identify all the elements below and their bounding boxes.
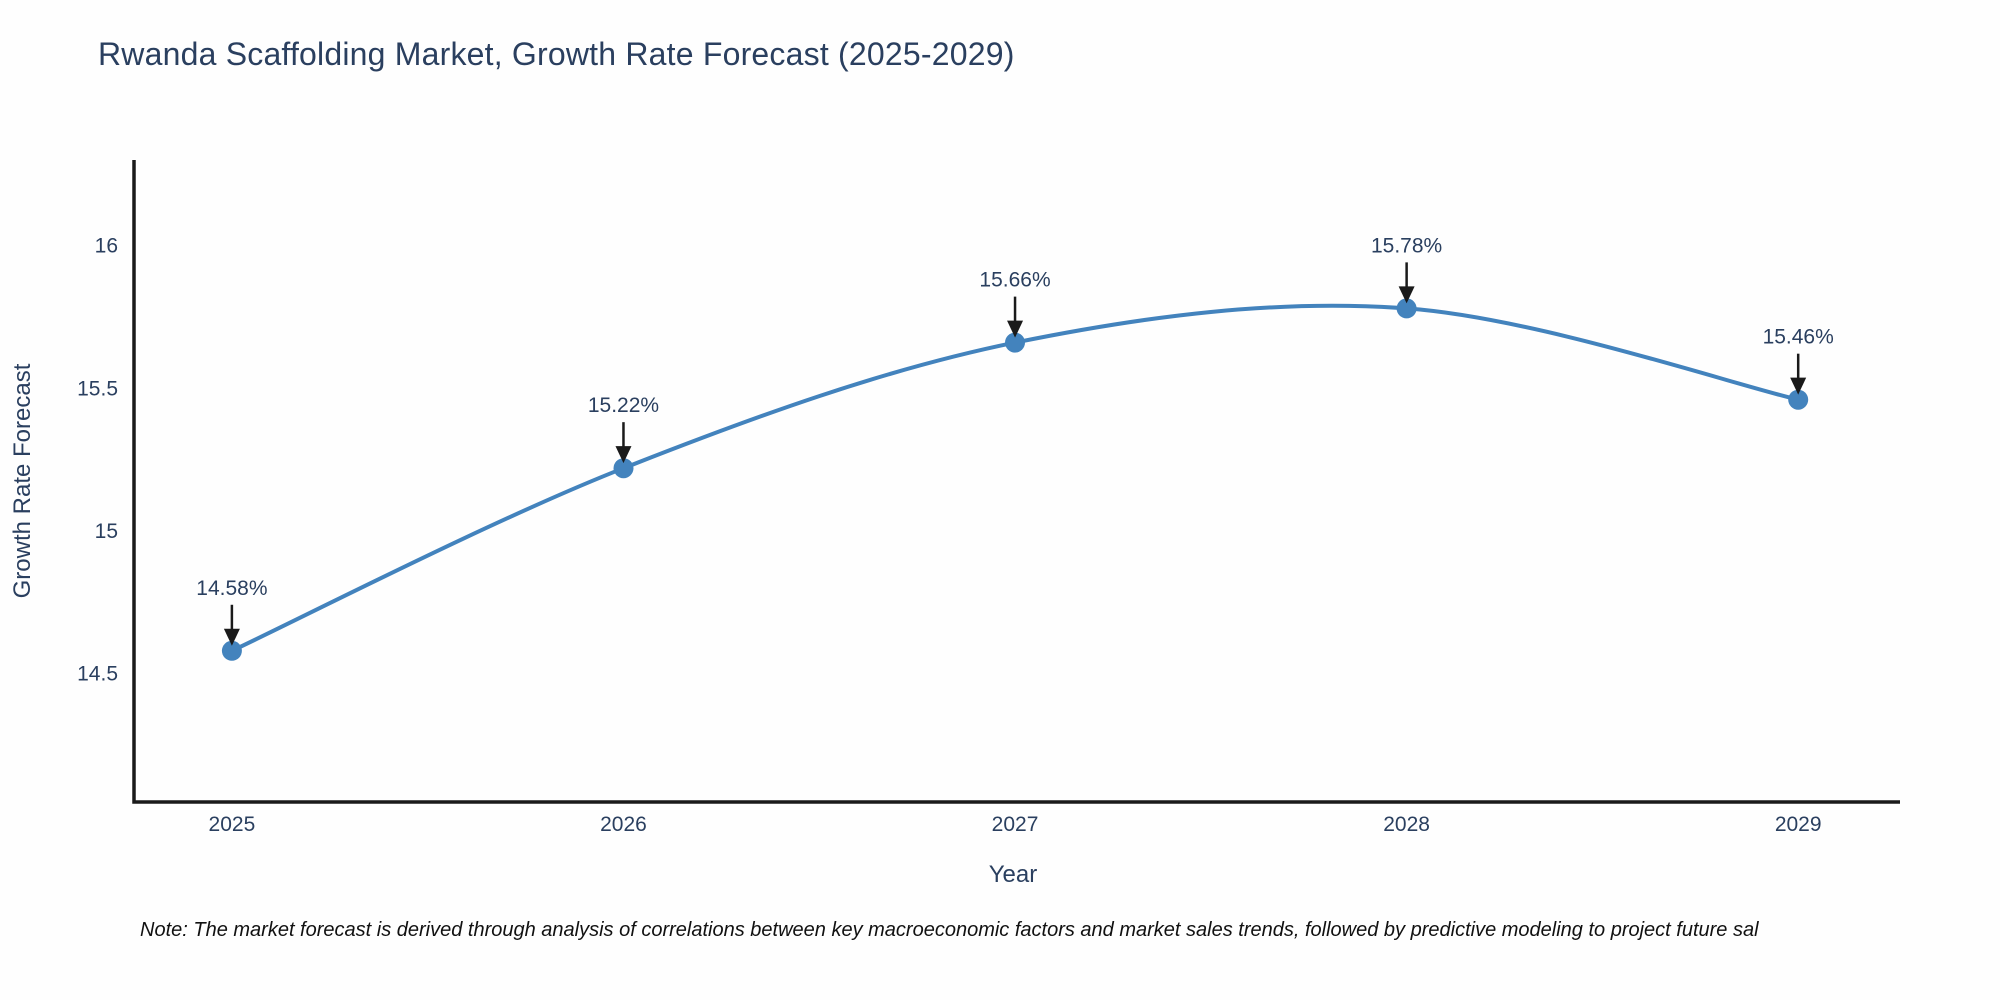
data-point-markers xyxy=(221,298,1809,661)
annotation-arrow-head-icon xyxy=(1790,377,1807,395)
trend-line xyxy=(229,303,1801,653)
x-tick-label: 2025 xyxy=(209,813,256,836)
annotation-label: 15.78% xyxy=(1371,234,1442,257)
footnote: Note: The market forecast is derived thr… xyxy=(140,919,1759,941)
x-axis-ticks: 2025 2026 2027 2028 2029 xyxy=(209,813,1822,836)
point-annotations: 14.58% 15.22% 15.66% 15.78% 15.46% xyxy=(196,234,1834,646)
data-point-2027[interactable] xyxy=(1005,332,1025,353)
y-axis-title: Growth Rate Forecast xyxy=(9,363,36,598)
x-axis-title: Year xyxy=(989,861,1038,888)
x-tick-label: 2029 xyxy=(1775,813,1822,836)
data-point-2026[interactable] xyxy=(613,458,634,479)
x-tick-label: 2028 xyxy=(1383,813,1430,836)
y-tick-label: 15 xyxy=(95,520,118,543)
annotation-arrow-head-icon xyxy=(615,446,632,464)
y-tick-label: 14.5 xyxy=(77,663,118,686)
annotation-arrow-head-icon xyxy=(223,628,240,646)
annotation-label: 15.66% xyxy=(979,269,1050,292)
x-tick-label: 2027 xyxy=(992,813,1039,836)
annotation-label: 15.22% xyxy=(588,394,659,417)
y-tick-label: 15.5 xyxy=(77,377,118,400)
annotation-arrow-head-icon xyxy=(1398,286,1415,304)
y-axis-ticks: 14.5 15 15.5 16 xyxy=(77,235,118,686)
x-tick-label: 2026 xyxy=(600,813,647,836)
data-point-2025[interactable] xyxy=(221,640,242,661)
annotation-label: 14.58% xyxy=(196,577,267,600)
y-tick-label: 16 xyxy=(95,235,118,258)
chart-title: Rwanda Scaffolding Market, Growth Rate F… xyxy=(98,36,1015,72)
data-point-2028[interactable] xyxy=(1396,298,1417,319)
annotation-label: 15.46% xyxy=(1763,326,1834,349)
data-point-2029[interactable] xyxy=(1788,389,1809,410)
annotation-arrow-head-icon xyxy=(1007,320,1024,338)
axis-lines xyxy=(132,160,1900,804)
